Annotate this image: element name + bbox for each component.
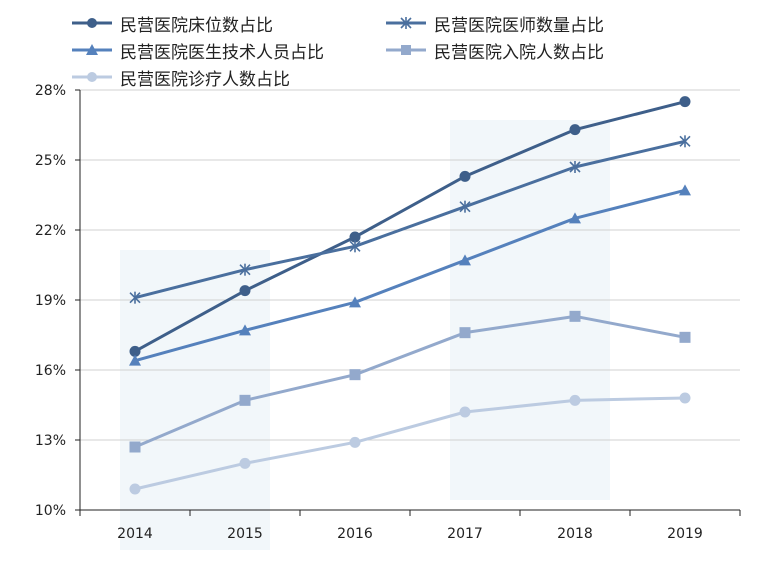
x-tick-label: 2019	[667, 526, 703, 542]
series-3	[129, 184, 691, 366]
legend-item-5: 民营医院诊疗人数占比	[70, 64, 290, 90]
y-tick-label: 28%	[35, 83, 66, 99]
data-point	[239, 263, 251, 276]
series-line	[134, 139, 686, 300]
series-5	[129, 392, 691, 495]
y-tick-label: 22%	[35, 223, 66, 239]
data-point	[239, 394, 251, 406]
data-point	[459, 200, 471, 213]
data-point	[129, 483, 141, 495]
data-point	[679, 331, 691, 343]
series-line	[134, 314, 686, 449]
data-point	[349, 231, 361, 243]
data-point	[129, 291, 141, 304]
data-point	[569, 212, 581, 224]
data-point	[349, 369, 361, 381]
x-axis-ticks: 2014 2015 2016 2017 2018 2019	[117, 526, 703, 542]
data-point	[129, 345, 141, 357]
data-point	[129, 354, 141, 366]
y-tick-label: 10%	[35, 503, 66, 519]
y-tick-label: 19%	[35, 293, 66, 309]
legend-swatch-1	[72, 18, 112, 28]
data-point	[679, 135, 691, 148]
data-point	[459, 406, 471, 418]
data-point	[239, 457, 251, 469]
data-point	[239, 324, 251, 336]
series-2	[129, 135, 691, 304]
legend-swatch-4	[386, 45, 426, 55]
series-line	[134, 188, 686, 363]
data-point	[459, 327, 471, 339]
y-tick-label: 13%	[35, 433, 66, 449]
legend-swatch-5	[72, 72, 112, 82]
y-axis-ticks: 10% 13% 16% 19% 22% 25% 28%	[35, 83, 66, 519]
data-point	[459, 170, 471, 182]
axes	[75, 89, 741, 516]
data-point	[569, 394, 581, 406]
x-tick-label: 2016	[337, 526, 373, 542]
legend-swatch-2	[386, 17, 426, 29]
data-point	[569, 161, 581, 173]
legend-label-1: 民营医院床位数占比	[120, 15, 273, 36]
legend-swatch-3	[72, 44, 112, 55]
data-point	[349, 436, 361, 448]
x-tick-label: 2014	[117, 526, 153, 542]
series-line	[134, 396, 686, 491]
data-point	[349, 240, 361, 253]
data-point	[569, 310, 581, 322]
data-point	[349, 296, 361, 308]
series-4	[129, 310, 691, 453]
legend-label-5: 民营医院诊疗人数占比	[120, 69, 290, 90]
x-tick-label: 2017	[447, 526, 483, 542]
legend-item-4: 民营医院入院人数占比	[384, 37, 604, 63]
legend-label-3: 民营医院医生技术人员占比	[120, 42, 324, 63]
series-1	[129, 96, 691, 357]
data-point	[129, 441, 141, 453]
data-point	[679, 184, 691, 196]
data-point	[679, 96, 691, 108]
legend-item-2: 民营医院医师数量占比	[384, 10, 604, 36]
legend-item-1: 民营医院床位数占比	[70, 10, 273, 36]
data-point	[459, 254, 471, 266]
x-tick-label: 2015	[227, 526, 263, 542]
x-tick-label: 2018	[557, 526, 593, 542]
y-tick-label: 16%	[35, 363, 66, 379]
series-group	[129, 96, 691, 495]
legend-item-3: 民营医院医生技术人员占比	[70, 37, 324, 63]
legend-label-2: 民营医院医师数量占比	[434, 15, 604, 36]
data-point	[569, 124, 581, 136]
gridlines	[80, 89, 740, 441]
data-point	[679, 392, 691, 404]
legend: 民营医院床位数占比 民营医院医师数量占比 民营医院医生技术人员占比 民营医院入院…	[70, 8, 710, 92]
legend-label-4: 民营医院入院人数占比	[434, 42, 604, 63]
y-tick-label: 25%	[35, 153, 66, 169]
data-point	[239, 285, 251, 297]
series-line	[134, 100, 686, 353]
